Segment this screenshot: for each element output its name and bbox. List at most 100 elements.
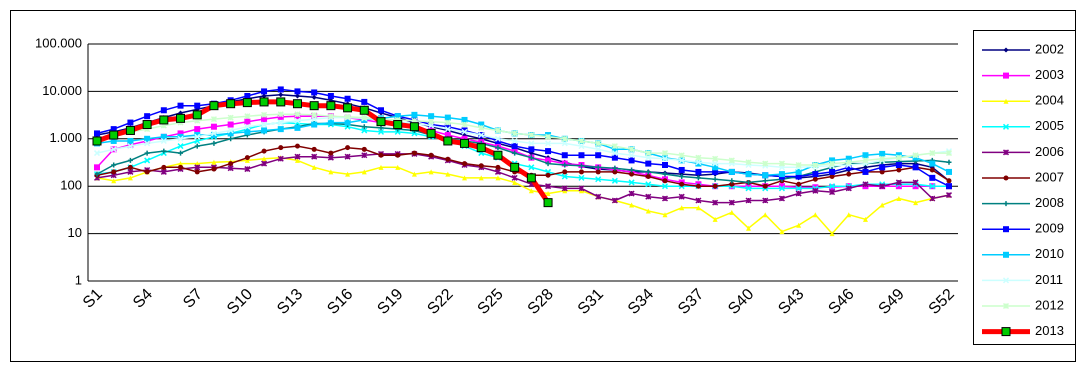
point	[345, 171, 351, 177]
legend-label: 2010	[1035, 246, 1064, 261]
point	[762, 178, 768, 184]
point	[160, 107, 167, 114]
point	[127, 119, 134, 126]
point	[311, 146, 317, 152]
point	[862, 152, 869, 159]
point	[161, 148, 167, 154]
line	[96, 122, 950, 184]
point	[595, 169, 601, 175]
point	[444, 126, 451, 133]
legend-label: 2009	[1035, 221, 1064, 236]
point	[778, 185, 785, 192]
point	[695, 183, 701, 189]
line	[96, 99, 551, 205]
point	[913, 200, 919, 206]
point	[812, 171, 819, 178]
point	[578, 174, 585, 181]
point	[678, 152, 685, 159]
point	[829, 168, 836, 175]
legend-label: 2007	[1035, 169, 1064, 184]
point	[327, 113, 334, 120]
point	[127, 175, 133, 181]
point	[428, 118, 435, 125]
point	[309, 101, 319, 111]
point	[778, 160, 785, 167]
point	[209, 101, 219, 111]
point	[679, 181, 685, 187]
point	[261, 148, 267, 154]
point	[261, 111, 268, 118]
point	[511, 137, 518, 144]
point	[244, 157, 250, 163]
point	[227, 121, 234, 128]
point	[194, 102, 201, 109]
point	[846, 171, 852, 177]
point	[194, 126, 201, 133]
point	[444, 114, 451, 121]
point	[210, 116, 217, 123]
point	[294, 111, 301, 118]
point	[695, 159, 702, 166]
point	[712, 176, 718, 182]
point	[628, 157, 635, 164]
point	[545, 183, 552, 190]
point	[862, 157, 869, 164]
point	[94, 130, 100, 137]
point	[211, 166, 217, 172]
point	[629, 167, 635, 173]
point	[144, 140, 151, 147]
point	[662, 171, 668, 177]
point	[629, 171, 635, 177]
legend-label: 2008	[1035, 195, 1064, 210]
point	[862, 168, 869, 175]
point	[612, 169, 618, 175]
point	[144, 157, 151, 164]
point	[378, 125, 384, 131]
point	[645, 208, 651, 214]
point	[111, 178, 117, 184]
point	[261, 88, 268, 95]
point	[712, 199, 719, 206]
legend-label: 2002	[1035, 41, 1064, 56]
point	[929, 167, 935, 173]
point	[94, 164, 100, 171]
point	[879, 202, 885, 208]
point	[294, 157, 300, 163]
point	[829, 183, 836, 190]
point	[311, 121, 318, 128]
point	[745, 185, 752, 192]
point	[109, 130, 119, 140]
y-tick-label: 10	[68, 225, 82, 240]
point	[361, 98, 368, 105]
point	[645, 150, 652, 157]
y-tick-label: 1	[75, 272, 82, 287]
point	[712, 183, 718, 189]
point	[578, 137, 585, 144]
point	[945, 192, 953, 199]
legend-label: 2003	[1035, 67, 1064, 82]
point	[862, 164, 868, 170]
point	[829, 174, 835, 180]
point	[276, 97, 286, 107]
point	[678, 193, 685, 200]
point	[845, 159, 852, 166]
point	[478, 132, 485, 139]
point	[411, 171, 417, 177]
point	[194, 169, 200, 175]
point	[662, 212, 668, 218]
point	[729, 181, 735, 187]
series	[92, 97, 553, 208]
point	[511, 130, 518, 137]
y-tick-label: 100.000	[35, 35, 82, 50]
point	[595, 176, 602, 183]
point	[159, 115, 169, 125]
point	[561, 173, 568, 180]
point	[545, 161, 551, 167]
line	[96, 88, 950, 187]
y-tick-label: 10.000	[42, 83, 82, 98]
point	[595, 140, 602, 147]
point	[929, 183, 936, 190]
point	[1003, 201, 1009, 207]
point	[746, 179, 752, 185]
